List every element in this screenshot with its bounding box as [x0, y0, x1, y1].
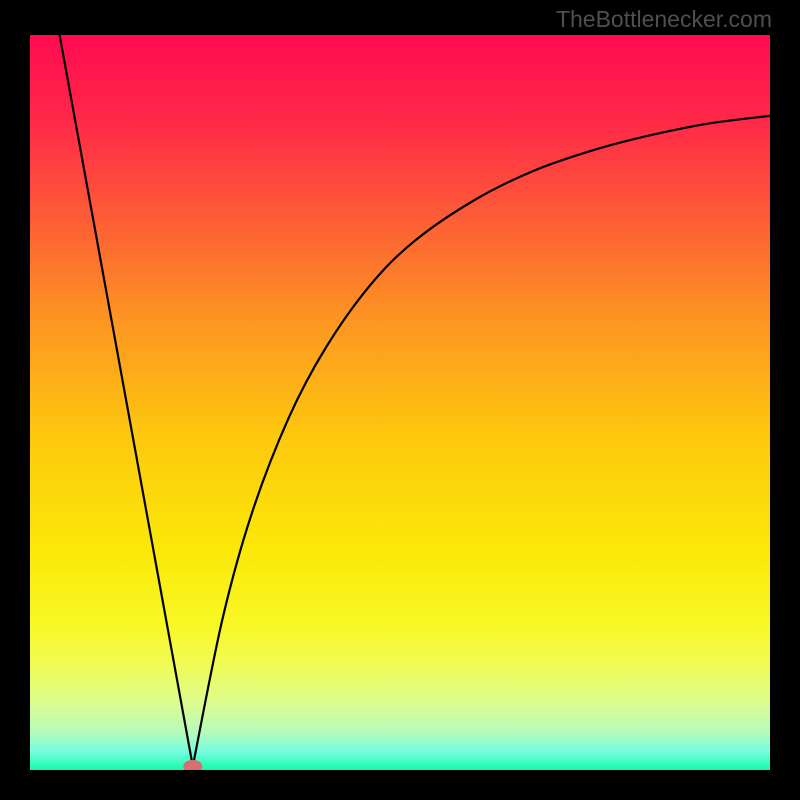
- minimum-marker: [184, 760, 202, 770]
- chart-svg: [30, 35, 770, 770]
- plot-area: [30, 35, 770, 770]
- watermark-text: TheBottlenecker.com: [556, 6, 772, 33]
- chart-container: { "chart": { "type": "line", "canvas": {…: [0, 0, 800, 800]
- gradient-background: [30, 35, 770, 770]
